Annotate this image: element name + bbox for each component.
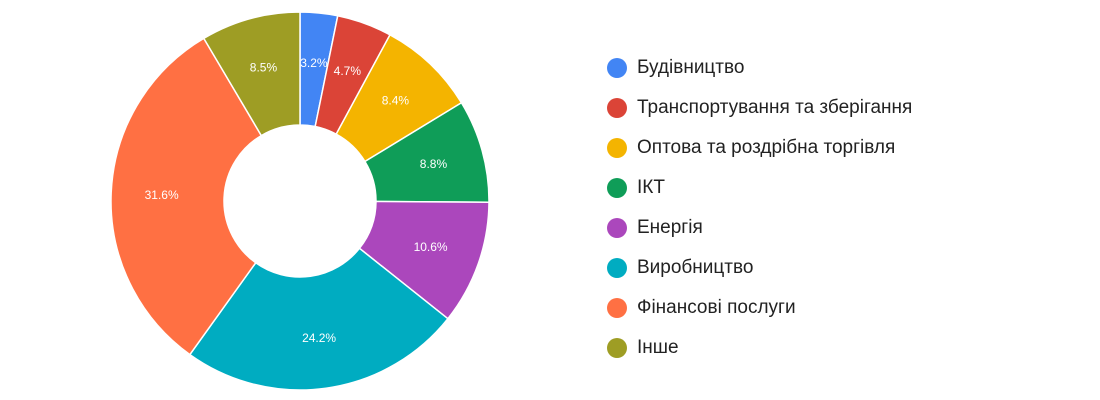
legend-label: Транспортування та зберігання: [637, 97, 913, 118]
slice-data-label: 8.4%: [382, 94, 410, 108]
legend-swatch: [607, 218, 627, 238]
donut-plot: 3.2% 4.7% 8.4% 8.8% 10.6% 24.2% 31.6% 8.5%: [110, 11, 490, 391]
legend-label: ІКТ: [637, 177, 665, 198]
legend-label: Виробництво: [637, 257, 754, 278]
legend-item: Оптова та роздрібна торгівля: [607, 128, 912, 168]
donut-slice: [110, 37, 263, 356]
legend-swatch: [607, 178, 627, 198]
legend-swatch: [607, 258, 627, 278]
slice-data-label: 24.2%: [302, 331, 336, 345]
donut-slice: [188, 247, 449, 391]
legend-label: Інше: [637, 337, 679, 358]
slice-data-label: 10.6%: [414, 240, 448, 254]
legend-label: Будівництво: [637, 57, 745, 78]
legend-swatch: [607, 298, 627, 318]
legend-item: Транспортування та зберігання: [607, 88, 912, 128]
legend-item: ІКТ: [607, 168, 912, 208]
legend-item: Виробництво: [607, 248, 912, 288]
legend-item: Інше: [607, 328, 912, 368]
legend-swatch: [607, 138, 627, 158]
slice-data-label: 8.8%: [420, 157, 448, 171]
legend-item: Будівництво: [607, 48, 912, 88]
legend-label: Фінансові послуги: [637, 297, 796, 318]
legend-swatch: [607, 338, 627, 358]
legend-item: Фінансові послуги: [607, 288, 912, 328]
legend-swatch: [607, 58, 627, 78]
donut-slice: [202, 11, 301, 137]
slice-data-label: 8.5%: [250, 60, 278, 74]
chart-legend: Будівництво Транспортування та зберігання…: [607, 48, 912, 368]
legend-label: Оптова та роздрібна торгівля: [637, 137, 896, 158]
slice-data-label: 3.2%: [300, 56, 328, 70]
legend-label: Енергія: [637, 217, 703, 238]
slice-data-label: 31.6%: [145, 188, 179, 202]
slice-data-label: 4.7%: [334, 64, 362, 78]
legend-item: Енергія: [607, 208, 912, 248]
legend-swatch: [607, 98, 627, 118]
